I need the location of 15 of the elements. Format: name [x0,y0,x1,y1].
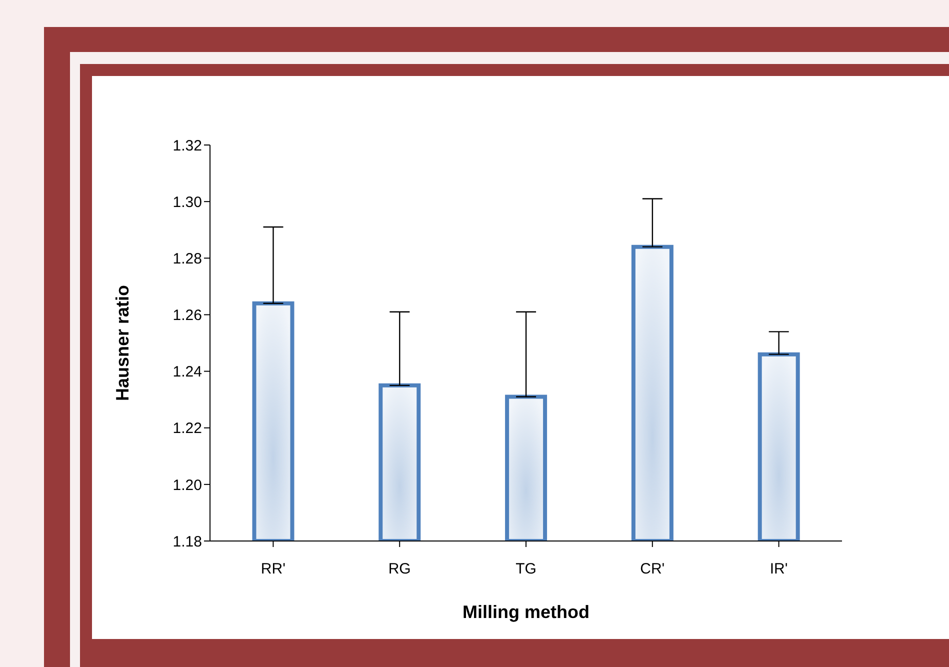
y-tick-label: 1.18 [172,533,202,550]
x-tick-label: IR' [770,560,788,578]
x-tick-label: RG [388,560,411,578]
x-tick-label: RR' [260,560,286,578]
y-axis-title: Hausner ratio [112,284,132,402]
x-tick-label: CR' [640,560,665,578]
y-tick-label: 1.24 [172,364,202,381]
y-tick-label: 1.26 [172,307,202,324]
y-tick-label: 1.20 [172,476,202,494]
y-tick-label: 1.28 [172,250,202,268]
y-tick-label: 1.32 [172,137,202,154]
y-tick-label: 1.22 [172,420,202,438]
x-axis-title: Milling method [462,602,590,622]
y-tick-label: 1.30 [172,194,202,211]
x-tick-label: TG [516,560,536,578]
